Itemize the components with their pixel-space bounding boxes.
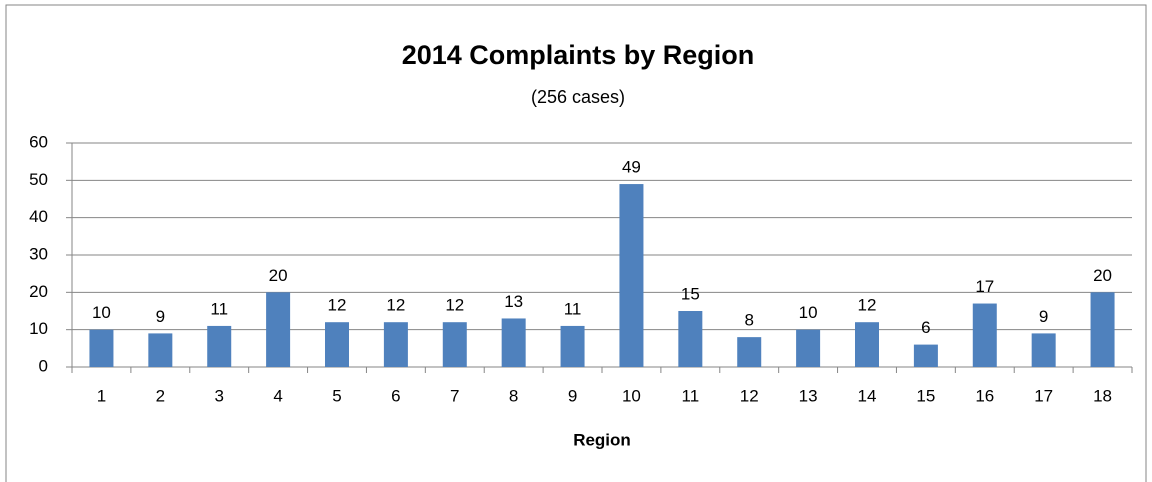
chart-border — [5, 4, 1147, 482]
y-tick-label: 40 — [29, 207, 48, 226]
chart-subtitle: (256 cases) — [531, 87, 625, 107]
data-label: 12 — [445, 296, 464, 315]
data-label: 12 — [858, 296, 877, 315]
bar — [737, 337, 762, 367]
data-label: 10 — [92, 303, 111, 322]
bar — [855, 322, 879, 367]
x-tick-label: 8 — [509, 386, 518, 405]
bar — [266, 292, 291, 367]
data-label: 20 — [269, 266, 288, 285]
data-label: 9 — [1039, 307, 1048, 326]
x-tick-label: 14 — [858, 386, 877, 405]
x-tick-label: 13 — [799, 386, 818, 405]
x-tick-label: 12 — [740, 386, 759, 405]
x-tick-label: 3 — [214, 386, 223, 405]
data-label: 8 — [744, 311, 753, 330]
x-tick-label: 17 — [1034, 386, 1053, 405]
bar — [501, 318, 526, 367]
data-label: 11 — [210, 299, 228, 318]
data-label: 12 — [328, 296, 347, 315]
data-label: 13 — [504, 292, 523, 311]
x-tick-label: 15 — [916, 386, 935, 405]
bar — [678, 311, 703, 367]
x-tick-label: 5 — [332, 386, 341, 405]
data-label: 20 — [1093, 266, 1112, 285]
x-tick-label: 16 — [975, 386, 994, 405]
x-tick-label: 7 — [450, 386, 459, 405]
data-label: 12 — [386, 296, 405, 315]
y-tick-label: 10 — [29, 319, 48, 338]
bar — [148, 333, 173, 367]
y-tick-label: 60 — [29, 132, 48, 151]
x-tick-label: 18 — [1093, 386, 1112, 405]
bar — [560, 325, 585, 367]
bar — [207, 325, 232, 367]
bar — [796, 329, 821, 367]
x-tick-label: 2 — [156, 386, 165, 405]
bar — [1031, 333, 1056, 367]
bar — [1090, 292, 1115, 367]
bar — [972, 303, 997, 367]
y-tick-label: 20 — [29, 282, 48, 301]
data-label: 49 — [622, 158, 641, 177]
x-axis-label: Region — [573, 430, 631, 449]
data-label: 9 — [156, 307, 165, 326]
y-tick-label: 30 — [29, 244, 48, 263]
x-tick-label: 9 — [568, 386, 577, 405]
bar — [89, 329, 114, 367]
bar — [913, 344, 938, 367]
x-tick-label: 4 — [273, 386, 282, 405]
x-tick-label: 6 — [391, 386, 400, 405]
data-label: 10 — [799, 303, 818, 322]
x-tick-label: 10 — [622, 386, 641, 405]
data-label: 11 — [564, 299, 582, 318]
y-tick-label: 0 — [39, 356, 48, 375]
bar — [619, 184, 644, 367]
x-tick-label: 1 — [97, 386, 106, 405]
bar — [442, 322, 467, 367]
data-label: 17 — [975, 277, 994, 296]
y-tick-label: 50 — [29, 170, 48, 189]
data-label: 6 — [921, 318, 930, 337]
chart-title: 2014 Complaints by Region — [402, 40, 755, 70]
data-label: 15 — [681, 284, 700, 303]
bar — [325, 322, 349, 367]
x-tick-label: 11 — [682, 386, 700, 405]
bar — [383, 322, 408, 367]
